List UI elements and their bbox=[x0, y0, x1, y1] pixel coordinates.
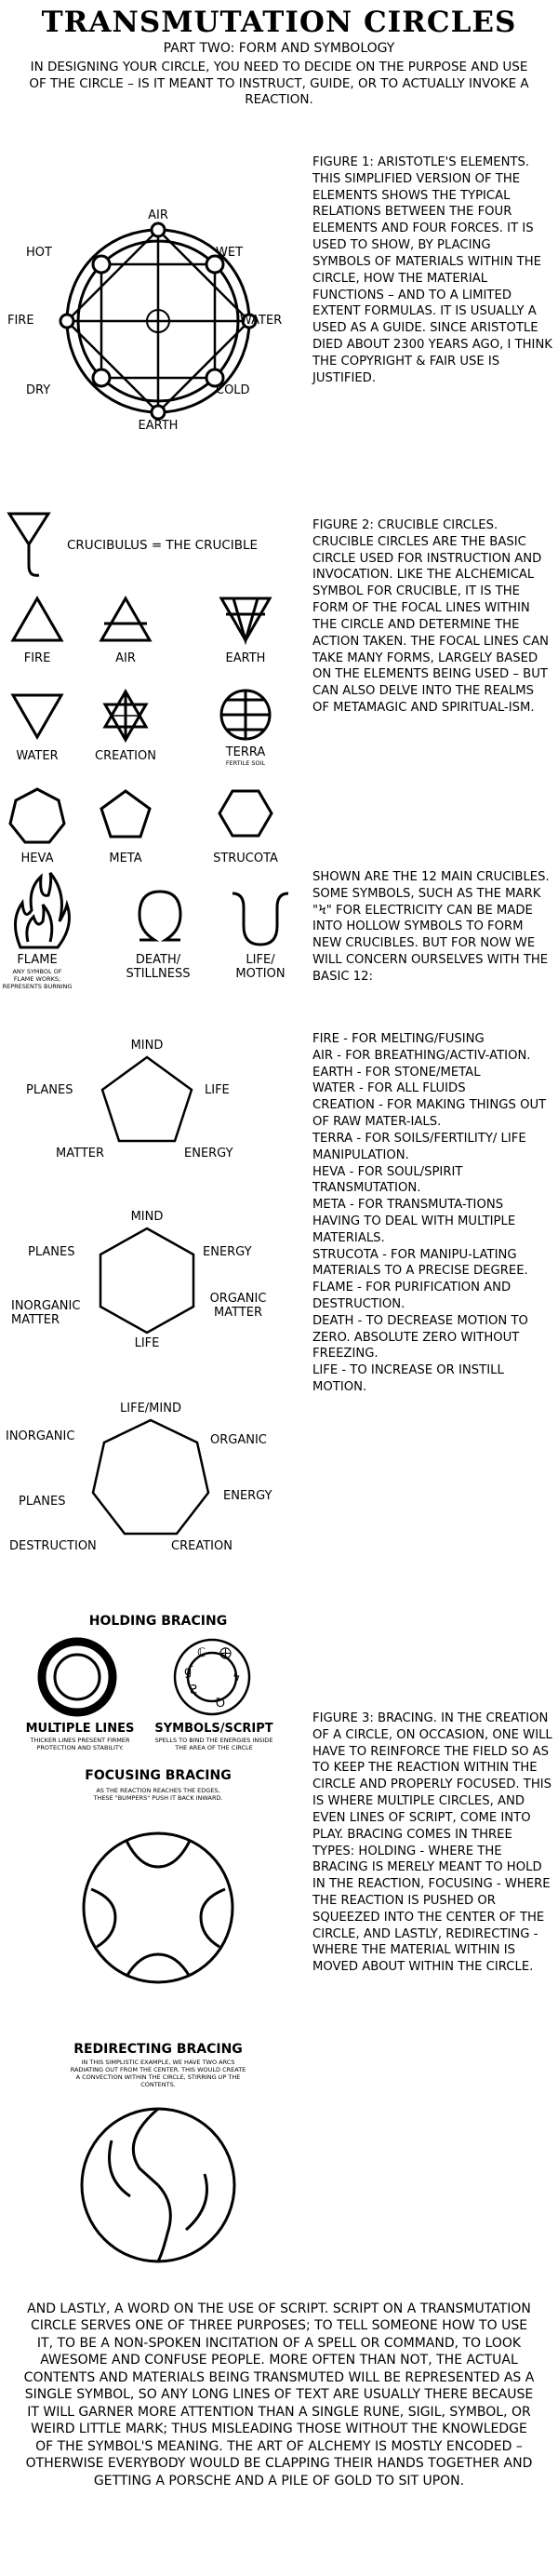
symbol-flame-label: FLAME bbox=[17, 953, 58, 967]
symbol-meta-label: META bbox=[109, 852, 142, 865]
svg-text:ℂ: ℂ bbox=[197, 1646, 206, 1660]
label-fire: FIRE bbox=[7, 314, 34, 328]
pentagon-planes: PLANES bbox=[26, 1083, 73, 1097]
focusing-bracing-title: FOCUSING BRACING bbox=[85, 1768, 232, 1783]
symbol-strucota-label: STRUCOTA bbox=[213, 852, 278, 865]
symbol-heva-label: HEVA bbox=[20, 852, 54, 865]
crucible-list-item: AIR - FOR BREATHING/ACTIV-ATION. bbox=[312, 1048, 531, 1063]
crucibulus-label: CRUCIBULUS = THE CRUCIBLE bbox=[67, 538, 259, 553]
label-earth: EARTH bbox=[138, 419, 179, 433]
hexagon-organic: ORGANIC MATTER bbox=[209, 1292, 267, 1320]
crucible-list-item: FLAME - FOR PURIFICATION AND DESTRUCTION… bbox=[312, 1281, 512, 1311]
heptagon-organic: ORGANIC bbox=[210, 1433, 267, 1447]
hexagon-life: LIFE bbox=[134, 1336, 160, 1350]
closing-text: AND LASTLY, A WORD ON THE USE OF SCRIPT.… bbox=[23, 2301, 535, 2489]
focusing-bracing-sub: AS THE REACTION REACHES THE EDGES, THESE… bbox=[93, 1787, 223, 1803]
crucible-list-item: LIFE - TO INCREASE OR INSTILL MOTION. bbox=[312, 1363, 504, 1395]
crucible-list-item: META - FOR TRANSMUTA-TIONS HAVING TO DEA… bbox=[312, 1198, 516, 1245]
page-subtitle: PART TWO: FORM AND SYMBOLOGY bbox=[163, 41, 395, 56]
crucible-list-item: TERRA - FOR SOILS/FERTILITY/ LIFE MANIPU… bbox=[312, 1131, 526, 1162]
crucible-list-item: HEVA - FOR SOUL/SPIRIT TRANSMUTATION. bbox=[312, 1164, 463, 1196]
crucible-list: FIRE - FOR MELTING/FUSING AIR - FOR BREA… bbox=[312, 1031, 552, 1396]
symbol-terra-label: TERRA bbox=[225, 745, 266, 759]
heptagon-destruction: DESTRUCTION bbox=[9, 1539, 97, 1553]
symbol-terra-sub: FERTILE SOIL bbox=[225, 759, 266, 767]
symbols-script-label: SYMBOLS/SCRIPT bbox=[154, 1722, 273, 1736]
svg-text:℧: ℧ bbox=[216, 1697, 225, 1711]
heptagon-inorganic: INORGANIC bbox=[6, 1429, 75, 1443]
svg-text:ɠ: ɠ bbox=[184, 1665, 193, 1679]
svg-text:Ƨ: Ƨ bbox=[190, 1684, 197, 1697]
crucible-list-item: WATER - FOR ALL FLUIDS bbox=[312, 1081, 466, 1096]
svg-text:ϟ: ϟ bbox=[232, 1670, 241, 1684]
label-water: WATER bbox=[240, 314, 283, 328]
label-air: AIR bbox=[148, 208, 168, 222]
crucible-list-item: EARTH - FOR STONE/METAL bbox=[312, 1065, 481, 1080]
symbol-death-label: DEATH/ STILLNESS bbox=[126, 953, 191, 981]
multiple-lines-sub: THICKER LINES PRESENT FIRMER PROTECTION … bbox=[30, 1737, 130, 1752]
symbol-life-label: LIFE/ MOTION bbox=[235, 953, 286, 981]
symbol-creation-label: CREATION bbox=[95, 749, 156, 763]
label-hot: HOT bbox=[26, 246, 52, 260]
hexagon-energy: ENERGY bbox=[203, 1245, 252, 1259]
symbol-fire-label: FIRE bbox=[23, 651, 51, 665]
heptagon-planes: PLANES bbox=[19, 1495, 66, 1509]
heptagon-energy: ENERGY bbox=[223, 1489, 272, 1503]
page-title: TRANSMUTATION CIRCLES bbox=[41, 6, 517, 39]
heptagon-creation: CREATION bbox=[171, 1539, 232, 1553]
svg-text:⨁: ⨁ bbox=[219, 1646, 232, 1660]
hexagon-mind: MIND bbox=[130, 1210, 164, 1224]
crucible-list-item: DEATH - TO DECREASE MOTION TO ZERO. ABSO… bbox=[312, 1313, 528, 1362]
crucible-list-item: CREATION - FOR MAKING THINGS OUT OF RAW … bbox=[312, 1098, 547, 1130]
hexagon-inorganic: INORGANIC MATTER bbox=[11, 1299, 81, 1327]
symbol-air-label: AIR bbox=[115, 651, 136, 665]
intro-text: IN DESIGNING YOUR CIRCLE, YOU NEED TO DE… bbox=[29, 60, 529, 108]
symbol-water-label: WATER bbox=[16, 749, 59, 763]
figure2-text: FIGURE 2: CRUCIBLE CIRCLES. CRUCIBLE CIR… bbox=[312, 518, 549, 715]
redirecting-bracing-title: REDIRECTING BRACING bbox=[73, 2042, 243, 2057]
symbol-earth-label: EARTH bbox=[225, 651, 266, 665]
symbol-flame-sub: ANY SYMBOL OF FLAME WORKS; REPRESENTS BU… bbox=[2, 968, 73, 991]
figure2-text2: SHOWN ARE THE 12 MAIN CRUCIBLES. SOME SY… bbox=[312, 870, 550, 984]
pentagon-energy: ENERGY bbox=[184, 1147, 233, 1161]
holding-bracing-title: HOLDING BRACING bbox=[88, 1614, 228, 1629]
pentagon-life: LIFE bbox=[205, 1083, 230, 1097]
pentagon-matter: MATTER bbox=[56, 1147, 104, 1161]
crucible-list-item: FIRE - FOR MELTING/FUSING bbox=[312, 1032, 485, 1046]
multiple-lines-label: MULTIPLE LINES bbox=[25, 1722, 135, 1736]
hexagon-planes: PLANES bbox=[28, 1245, 75, 1259]
redirecting-bracing-sub: IN THIS SIMPLISTIC EXAMPLE, WE HAVE TWO … bbox=[70, 2059, 246, 2089]
figure3-text: FIGURE 3: BRACING. IN THE CREATION OF A … bbox=[312, 1711, 552, 1975]
figure1-text: FIGURE 1: ARISTOTLE'S ELEMENTS. THIS SIM… bbox=[312, 155, 552, 385]
symbols-script-sub: SPELLS TO BIND THE ENERGIES INSIDE THE A… bbox=[154, 1737, 273, 1752]
crucible-list-item: STRUCOTA - FOR MANIPU-LATING MATERIALS T… bbox=[312, 1247, 528, 1279]
label-cold: COLD bbox=[216, 383, 250, 397]
heptagon-lifemind: LIFE/MIND bbox=[120, 1402, 181, 1415]
pentagon-mind: MIND bbox=[130, 1039, 164, 1053]
label-dry: DRY bbox=[26, 383, 51, 397]
label-wet: WET bbox=[216, 246, 244, 260]
